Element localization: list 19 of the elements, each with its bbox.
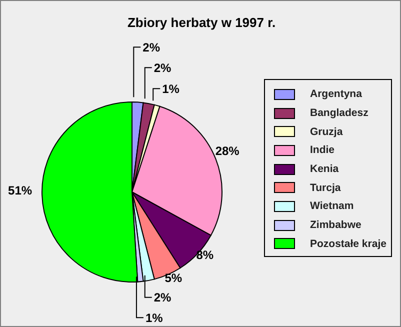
data-label: 51% — [8, 183, 32, 198]
data-label: 8% — [196, 248, 214, 262]
data-label: 28% — [215, 144, 240, 158]
legend-label: Kenia — [310, 163, 339, 176]
legend-label: Indie — [310, 144, 335, 156]
data-label: 2% — [142, 40, 160, 54]
legend-label: Wietnam — [310, 200, 354, 212]
data-label: 2% — [154, 60, 172, 75]
data-label: 1% — [162, 82, 180, 96]
chart-title: Zbiory herbaty w 1997 r. — [126, 15, 277, 30]
data-label: 2% — [154, 290, 172, 305]
legend-label: Argentyna — [310, 88, 362, 100]
legend-label: Bangladesz — [310, 107, 368, 120]
legend-label: Turcja — [310, 182, 341, 194]
legend-label: Zimbabwe — [310, 219, 362, 232]
legend-label: Gruzja — [310, 126, 343, 138]
data-label: 5% — [164, 271, 182, 286]
legend-label: Pozostałe kraje — [310, 238, 386, 250]
data-label: 1% — [145, 310, 164, 325]
